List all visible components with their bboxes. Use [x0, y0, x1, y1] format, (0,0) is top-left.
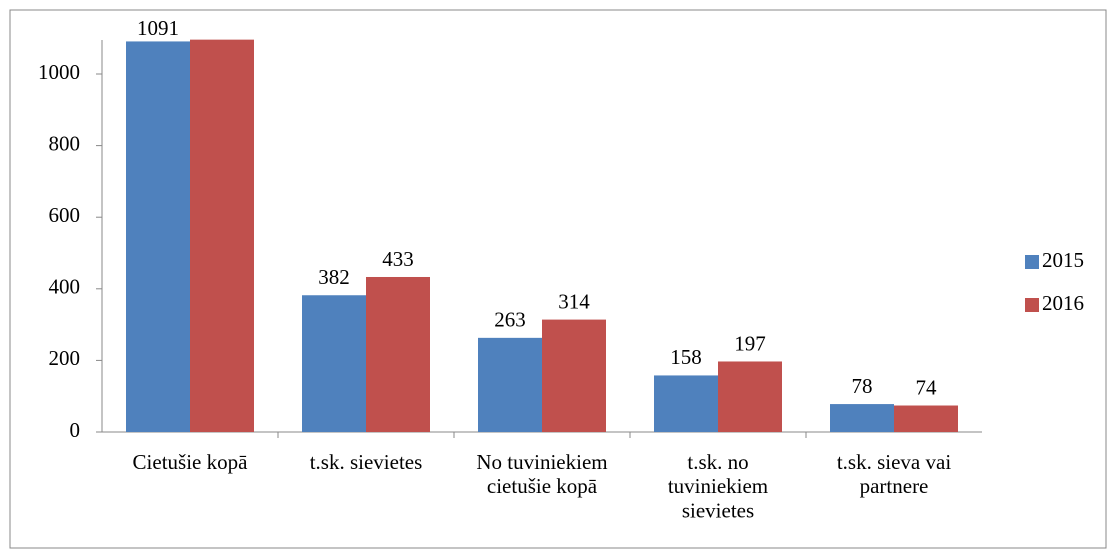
data-label: 314 [558, 289, 590, 313]
data-label: 78 [852, 374, 873, 398]
x-tick-label: t.sk. sievietes [310, 450, 423, 474]
data-label: 382 [318, 265, 350, 289]
x-tick-label: t.sk. no tuviniekiem sievietes [668, 450, 768, 522]
x-tick-label: t.sk. sieva vai partnere [837, 450, 951, 498]
bar [190, 39, 254, 433]
legend-label: 2015 [1042, 248, 1084, 272]
legend-swatch [1025, 255, 1039, 269]
bar [478, 337, 542, 432]
legend-swatch [1025, 298, 1039, 312]
legend-label: 2016 [1042, 291, 1084, 315]
y-tick-label: 800 [49, 131, 81, 155]
bar [654, 375, 718, 432]
bar [302, 295, 366, 432]
bar [366, 276, 430, 432]
y-tick-label: 1000 [38, 60, 80, 84]
bar [830, 404, 894, 432]
bar [718, 361, 782, 432]
data-label: 1091 [137, 16, 179, 40]
y-tick-label: 600 [49, 203, 81, 227]
y-tick-label: 200 [49, 346, 81, 370]
y-tick-label: 400 [49, 275, 81, 299]
data-label: 158 [670, 345, 702, 369]
data-label: 197 [734, 331, 766, 355]
y-tick-label: 0 [70, 418, 81, 442]
bar [542, 319, 606, 432]
data-label: 263 [494, 308, 526, 332]
bar [894, 405, 958, 432]
x-tick-label: Cietušie kopā [133, 450, 249, 474]
data-label: 433 [382, 247, 414, 271]
x-tick-label: No tuviniekiem cietušie kopā [476, 450, 607, 498]
bar [126, 41, 190, 432]
data-label: 74 [916, 375, 938, 399]
